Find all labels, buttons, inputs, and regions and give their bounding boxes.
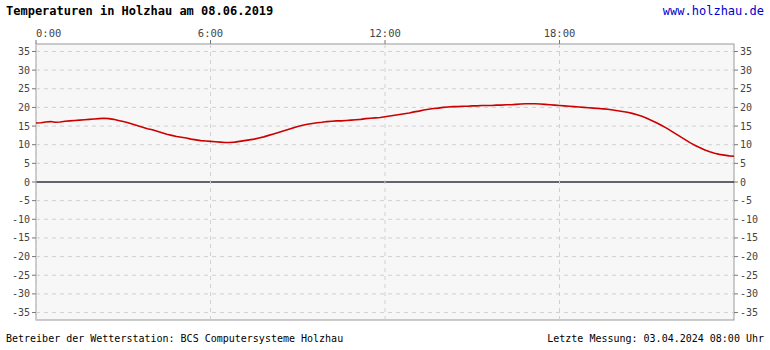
y-tick — [32, 163, 36, 164]
grid-line — [36, 107, 734, 108]
y-tick-right — [734, 51, 738, 52]
y-tick — [32, 182, 36, 183]
grid-line — [36, 163, 734, 164]
y-tick-label: 20 — [18, 102, 30, 113]
x-tick-label: 18:00 — [544, 27, 576, 39]
grid-line — [385, 44, 386, 320]
x-tick — [210, 40, 211, 44]
y-tick — [32, 200, 36, 201]
x-tick — [559, 40, 560, 44]
footer-left: Betreiber der Wetterstation: BCS Compute… — [6, 333, 343, 344]
url: www.holzhau.de — [663, 4, 764, 18]
y-tick-right — [734, 312, 738, 313]
y-tick-label: -35 — [12, 307, 30, 318]
y-tick-right — [734, 126, 738, 127]
y-tick-label: 5 — [24, 158, 30, 169]
y-tick-right — [734, 144, 738, 145]
y-tick-label: 25 — [18, 83, 30, 94]
y-tick-right — [734, 293, 738, 294]
data — [36, 104, 734, 157]
x-tick-label: 6:00 — [198, 27, 223, 39]
y-tick-right — [734, 182, 738, 183]
footer-right: Letzte Messung: 03.04.2024 08:00 Uhr — [547, 333, 764, 344]
chart: -35 -35 -30 -30 -25 -25 -20 -20 -15 -15 -10 -10 -5 -5… — [0, 0, 770, 350]
y-tick-label-right: -15 — [740, 232, 758, 243]
y-tick-label: 15 — [18, 121, 30, 132]
y-tick-label-right: -35 — [740, 307, 758, 318]
y-tick-label: -20 — [12, 251, 30, 262]
y-tick-label-right: -5 — [740, 195, 752, 206]
y-tick-label-right: -30 — [740, 288, 758, 299]
x-tick — [385, 40, 386, 44]
y-tick-label: -5 — [18, 195, 30, 206]
y-tick — [32, 237, 36, 238]
y-tick-right — [734, 107, 738, 108]
grid-line — [36, 219, 734, 220]
y-tick-right — [734, 237, 738, 238]
y-tick-label: 10 — [18, 139, 30, 150]
y-tick-right — [734, 200, 738, 201]
y-tick-label: -15 — [12, 232, 30, 243]
y-tick-label-right: 20 — [740, 102, 752, 113]
x-tick-label: 12:00 — [369, 27, 401, 39]
grid-line — [210, 44, 211, 320]
y-tick-label-right: 35 — [740, 46, 752, 57]
y-tick-right — [734, 275, 738, 276]
temperature-line — [36, 104, 734, 157]
y-tick-label: -10 — [12, 214, 30, 225]
grid-line — [559, 44, 560, 320]
y-tick — [32, 126, 36, 127]
y-tick — [32, 275, 36, 276]
y-tick-label-right: 15 — [740, 121, 752, 132]
y-tick-label-right: 0 — [740, 177, 746, 188]
y-tick-label: 35 — [18, 46, 30, 57]
y-tick-right — [734, 70, 738, 71]
y-tick-label-right: 5 — [740, 158, 746, 169]
y-tick-right — [734, 88, 738, 89]
y-tick-label-right: 30 — [740, 65, 752, 76]
y-tick — [32, 144, 36, 145]
y-tick — [32, 312, 36, 313]
grid-line — [36, 88, 734, 89]
y-tick-right — [734, 256, 738, 257]
y-tick-label-right: -20 — [740, 251, 758, 262]
plot-frame — [36, 44, 734, 320]
y-tick — [32, 293, 36, 294]
axes: -35 -35 -30 -30 -25 -25 -20 -20 -15 -15 -10 -10 -5 -5… — [12, 27, 758, 318]
y-tick-label: -30 — [12, 288, 30, 299]
grid-line — [36, 275, 734, 276]
grid-line — [36, 256, 734, 257]
y-tick-right — [734, 163, 738, 164]
x-tick — [36, 40, 37, 44]
grid — [36, 44, 734, 320]
y-tick-label: 0 — [24, 177, 30, 188]
grid-line — [36, 200, 734, 201]
y-tick — [32, 70, 36, 71]
title: Temperaturen in Holzhau am 08.06.2019 — [6, 4, 273, 18]
y-tick-label-right: -10 — [740, 214, 758, 225]
y-tick — [32, 107, 36, 108]
y-tick — [32, 256, 36, 257]
y-tick-label-right: 25 — [740, 83, 752, 94]
y-tick — [32, 219, 36, 220]
y-tick-label: 30 — [18, 65, 30, 76]
y-tick-label: -25 — [12, 270, 30, 281]
grid-line — [36, 312, 734, 313]
grid-line — [36, 51, 734, 52]
y-tick-label-right: -25 — [740, 270, 758, 281]
chart-container: -35 -35 -30 -30 -25 -25 -20 -20 -15 -15 -10 -10 -5 -5… — [0, 0, 770, 350]
y-tick-right — [734, 219, 738, 220]
x-tick-label: 0:00 — [36, 27, 61, 39]
y-tick — [32, 88, 36, 89]
y-tick-label-right: 10 — [740, 139, 752, 150]
grid-line — [36, 144, 734, 145]
y-tick — [32, 51, 36, 52]
